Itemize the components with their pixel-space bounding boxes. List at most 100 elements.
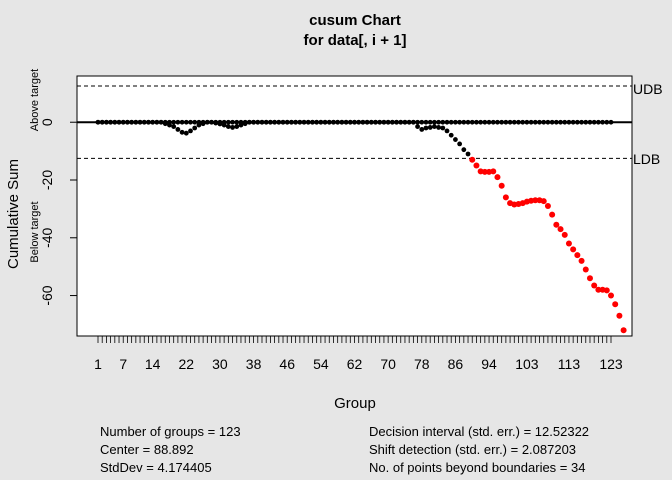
upper-cusum-point [431, 119, 437, 125]
lower-cusum-point [259, 119, 265, 125]
lower-cusum-point [502, 194, 509, 201]
lower-cusum-point [137, 119, 143, 125]
lower-cusum-point [141, 119, 147, 125]
upper-cusum-point [436, 119, 441, 125]
upper-cusum-point [528, 119, 534, 125]
lower-cusum-point [410, 119, 416, 125]
lower-cusum-point [104, 119, 109, 125]
lower-cusum-point [276, 119, 282, 125]
upper-cusum-point [583, 119, 589, 125]
upper-cusum-point [499, 119, 505, 125]
lower-cusum-point [116, 119, 122, 125]
upper-cusum-point [562, 119, 568, 125]
upper-cusum-point [225, 119, 231, 125]
lower-cusum-point [540, 198, 547, 205]
lower-cusum-point [175, 127, 181, 132]
lower-cusum-point [377, 119, 383, 125]
lower-cusum-point [620, 327, 627, 334]
upper-cusum-point [587, 119, 593, 125]
lower-cusum-point [427, 125, 433, 130]
upper-cusum-point [553, 119, 559, 125]
upper-cusum-point [482, 119, 488, 125]
lower-cusum-point [498, 182, 505, 189]
upper-cusum-point [595, 119, 601, 125]
lower-cusum-point [326, 119, 332, 125]
stat-beyond: No. of points beyond boundaries = 34 [369, 460, 586, 475]
lower-cusum-point [385, 119, 391, 125]
lower-cusum-point [204, 119, 210, 125]
upper-cusum-point [558, 119, 563, 125]
chart-subtitle: for data[, i + 1] [304, 32, 407, 49]
lower-cusum-point [591, 282, 598, 289]
lower-cusum-point [453, 137, 458, 142]
lower-cusum-point [318, 119, 324, 125]
x-tick-label: 22 [179, 356, 195, 372]
lower-cusum-point [595, 286, 602, 293]
lower-cusum-point [183, 130, 189, 136]
lower-cusum-point [436, 125, 441, 130]
lower-cusum-point [339, 119, 345, 125]
lower-cusum-point [268, 119, 273, 125]
lower-cusum-point [120, 119, 126, 125]
upper-cusum-point [541, 119, 547, 125]
upper-cusum-point [574, 119, 580, 125]
y-axis-label-below: Below target [29, 201, 41, 262]
lower-cusum-point [213, 120, 219, 126]
upper-cusum-point [419, 119, 425, 125]
lower-cusum-point [192, 125, 198, 131]
lower-cusum-point [179, 129, 185, 135]
upper-cusum-point [444, 119, 450, 125]
upper-cusum-point [608, 119, 614, 125]
stat-stddev: StdDev = 4.174405 [100, 460, 212, 475]
lower-cusum-point [225, 124, 231, 129]
lower-cusum-point [230, 125, 235, 130]
x-tick-label: 30 [212, 356, 228, 372]
upper-cusum-point [604, 119, 610, 125]
lower-cusum-point [481, 168, 488, 175]
upper-cusum-point [230, 119, 235, 125]
upper-cusum-point [511, 119, 517, 125]
x-tick-label: 94 [481, 356, 497, 372]
x-tick-label: 70 [380, 356, 396, 372]
upper-cusum-point [566, 119, 572, 125]
upper-cusum-point [461, 119, 467, 125]
lower-cusum-point [616, 312, 623, 319]
lower-cusum-point [398, 119, 404, 125]
lower-cusum-point [196, 122, 202, 128]
lower-cusum-point [255, 119, 261, 125]
stat-decision-interval: Decision interval (std. err.) = 12.52322 [369, 424, 590, 439]
lower-cusum-point [565, 240, 572, 247]
upper-cusum-point [507, 119, 513, 125]
lower-cusum-point [221, 122, 227, 128]
lower-cusum-point [171, 124, 177, 129]
lower-cusum-point [352, 119, 357, 125]
lower-cusum-point [448, 132, 454, 138]
x-tick-label: 7 [119, 356, 127, 372]
lower-cusum-point [612, 301, 619, 308]
upper-cusum-point [448, 119, 454, 125]
lower-cusum-point [322, 119, 328, 125]
lower-cusum-point [246, 119, 252, 125]
lower-cusum-point [364, 119, 370, 125]
lower-cusum-point [444, 128, 450, 134]
lower-cusum-point [251, 119, 256, 125]
lower-cusum-point [381, 119, 387, 125]
lower-cusum-point [150, 119, 156, 125]
lower-cusum-point [335, 119, 341, 125]
lower-cusum-point [154, 119, 160, 125]
x-tick-label: 103 [515, 356, 539, 372]
lower-cusum-point [544, 203, 551, 209]
upper-cusum-point [427, 119, 433, 125]
lower-cusum-point [431, 124, 437, 129]
stat-shift-detection: Shift detection (std. err.) = 2.087203 [369, 442, 577, 457]
lower-cusum-point [293, 119, 299, 125]
lower-cusum-point [406, 119, 412, 125]
x-tick-label: 113 [558, 356, 581, 372]
data-points [95, 119, 627, 334]
lower-cusum-point [263, 119, 269, 125]
lower-cusum-point [305, 119, 311, 125]
upper-cusum-point [545, 119, 551, 125]
lower-cusum-point [603, 287, 610, 294]
y-axis-label-above: Above target [29, 69, 41, 131]
